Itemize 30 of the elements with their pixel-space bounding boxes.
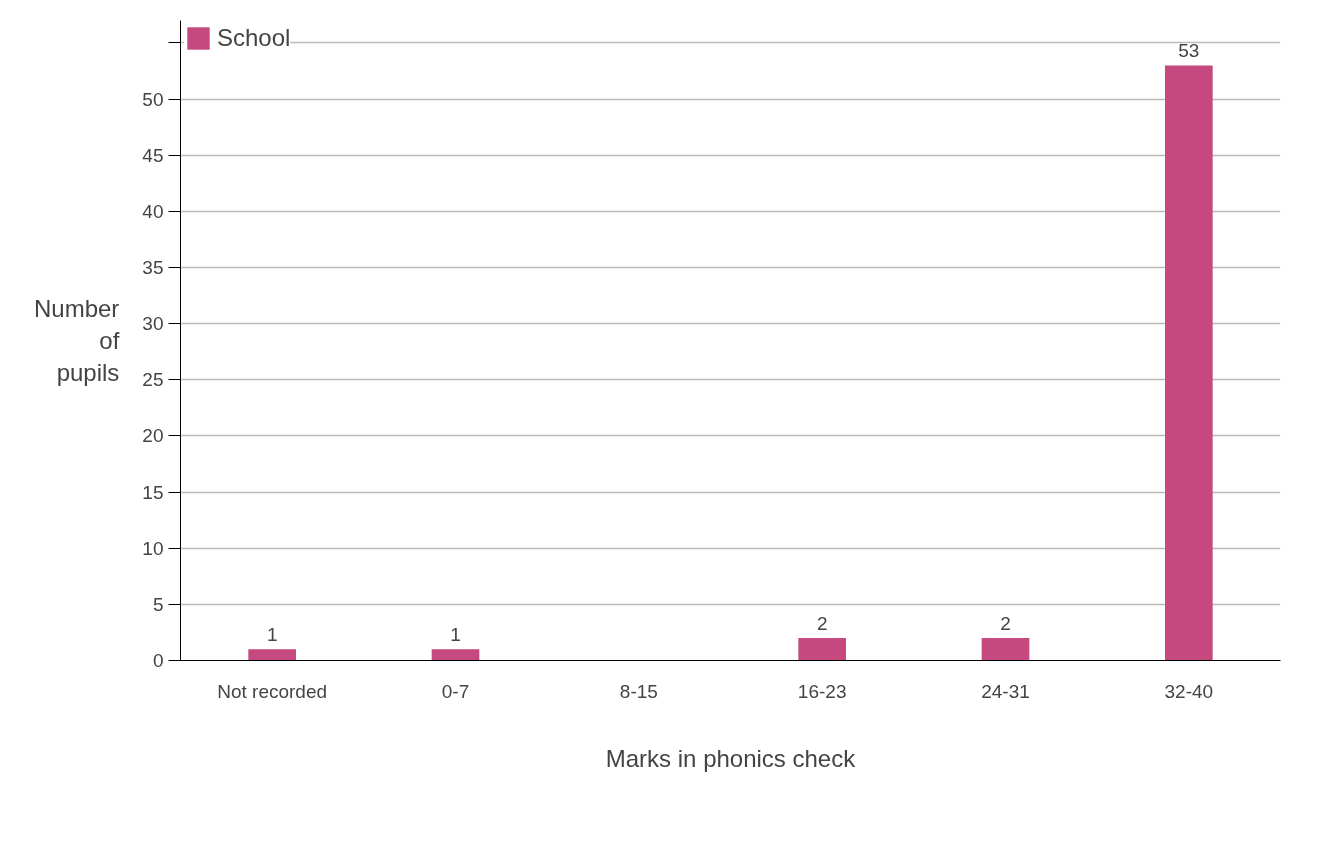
data-label: 53 [1178,40,1200,62]
y-tick-label: 50 [142,88,164,110]
y-tick-label: 40 [142,200,164,222]
y-tick-label: 15 [142,481,164,503]
x-tick-label: 0-7 [441,680,470,702]
data-label: 1 [266,624,278,646]
x-tick-label: 16-23 [797,680,847,702]
y-tick-label: 45 [142,144,164,166]
y-tick-label: 25 [142,369,164,391]
bar [431,649,480,661]
x-tick-label: 32-40 [1164,680,1214,702]
y-tick-label: 35 [142,257,164,279]
x-tick-label: Not recorded [217,680,328,702]
y-tick-label: 5 [152,593,164,615]
data-label: 2 [816,613,828,635]
bar [981,638,1030,661]
y-tick-label: 20 [142,425,164,447]
x-tick-label: 24-31 [981,680,1030,702]
bar [248,649,296,661]
x-tick-label: 8-15 [619,680,658,702]
data-label: 2 [1000,613,1011,635]
y-tick-label: 10 [142,537,164,559]
bar [798,638,846,661]
y-tick-label: 30 [142,313,164,335]
data-label: 1 [450,624,461,646]
bar [1165,65,1213,661]
y-axis-title: Number of pupils [34,294,120,387]
y-tick-label: 0 [152,650,164,671]
legend-label: School [217,24,291,52]
x-axis-title: Marks in phonics check [605,744,857,772]
